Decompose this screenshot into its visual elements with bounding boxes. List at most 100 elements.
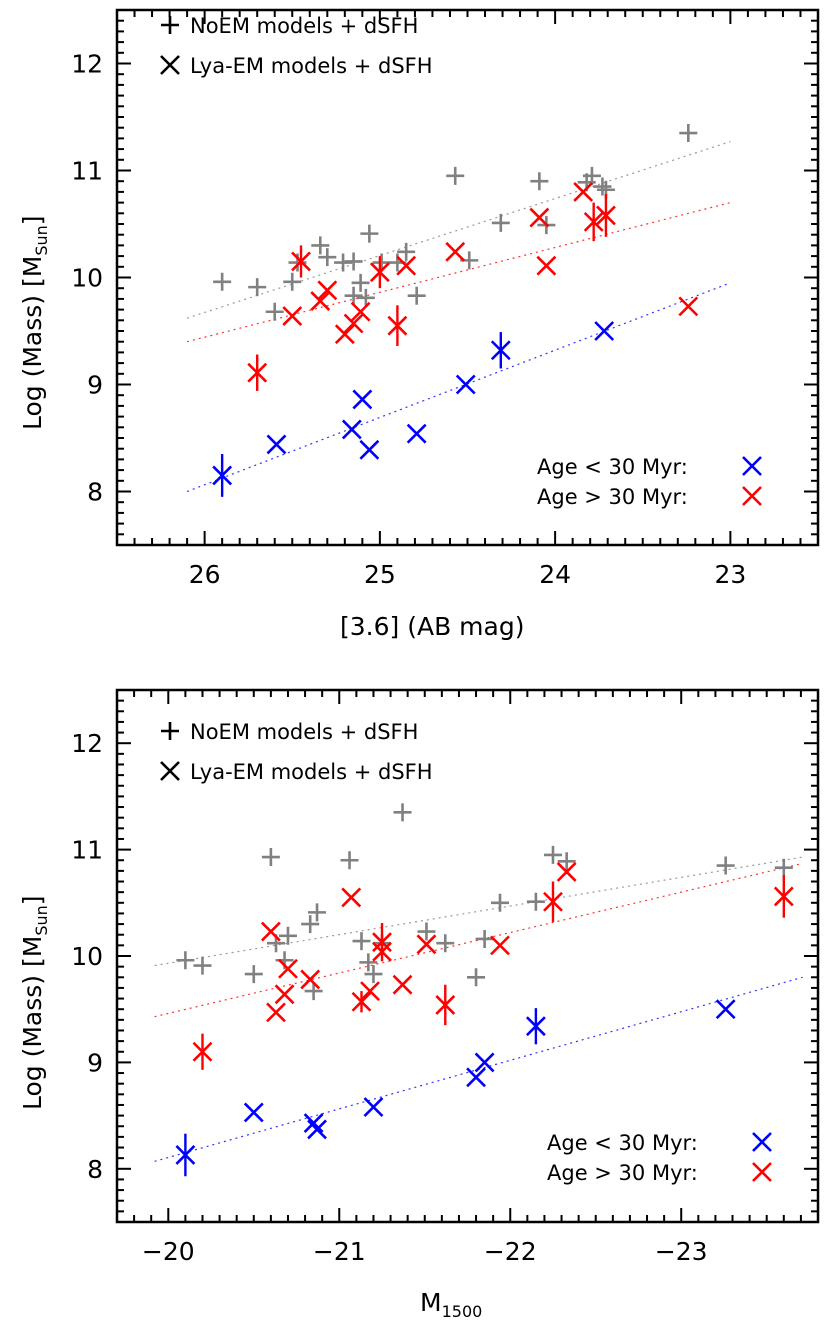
data-point [193, 956, 212, 975]
data-point [583, 211, 604, 232]
fit-line [186, 202, 731, 343]
data-point [260, 921, 281, 942]
x-tick-label: −21 [313, 1237, 366, 1266]
data-point [467, 968, 486, 987]
data-point [212, 465, 233, 486]
data-point [318, 248, 337, 267]
data-point [466, 1067, 486, 1088]
data-point [490, 340, 511, 361]
age-legend-label: Age > 30 Myr: [537, 485, 688, 509]
series-old [247, 181, 699, 391]
data-point [360, 224, 379, 243]
data-point [317, 280, 338, 301]
data-point [372, 932, 392, 953]
legend-cross-icon [160, 55, 180, 75]
data-point [393, 803, 412, 822]
series-young [175, 999, 736, 1177]
data-point [593, 177, 612, 196]
data-point [543, 891, 563, 912]
data-point [341, 419, 362, 440]
age-legend-cross-icon [742, 456, 762, 476]
data-point [773, 886, 794, 907]
data-point [372, 253, 391, 272]
data-point [341, 887, 362, 908]
data-point [525, 1016, 546, 1037]
data-point [435, 995, 456, 1015]
data-point [278, 926, 297, 945]
data-point [340, 851, 359, 870]
fit-line [154, 856, 803, 967]
data-point [392, 974, 413, 995]
data-point [176, 951, 195, 970]
data-point [175, 1145, 196, 1165]
y-tick-label: 9 [87, 371, 103, 400]
fit-line [186, 141, 731, 319]
bottom-ylabel-suffix: ] [18, 895, 47, 906]
plot-frame [115, 688, 820, 1224]
data-point [311, 236, 330, 255]
data-point [247, 362, 268, 383]
data-point [351, 991, 372, 1012]
data-point [436, 934, 455, 953]
age-legend-cross-icon [752, 1162, 772, 1182]
data-point [300, 969, 321, 990]
data-point [556, 862, 577, 882]
data-point [475, 929, 494, 948]
x-tick-label: −20 [142, 1237, 195, 1266]
data-point [310, 291, 331, 311]
data-point [557, 852, 576, 871]
data-point [526, 892, 545, 911]
data-point [445, 241, 466, 262]
data-point [530, 172, 549, 191]
y-tick-label: 11 [71, 157, 103, 186]
age-legend-label: Age < 30 Myr: [537, 455, 688, 479]
x-tick-label: 25 [364, 560, 396, 589]
fit-line [186, 282, 731, 493]
data-point [265, 302, 284, 321]
bottom-ylabel: Log (Mass) [MSun] [18, 895, 51, 1110]
data-point [679, 124, 698, 143]
age-legend-label: Age > 30 Myr: [547, 1161, 698, 1185]
data-point [416, 934, 437, 955]
data-point [417, 922, 436, 941]
series-young [212, 321, 615, 497]
data-point [278, 958, 298, 979]
top-ylabel-sub: Sun [32, 225, 51, 256]
data-point [356, 288, 375, 307]
y-tick-label: 11 [71, 836, 103, 865]
age-legend-label: Age < 30 Myr: [547, 1131, 698, 1155]
x-tick-label: 24 [539, 560, 571, 589]
bottom-xlabel-text: M [420, 1288, 442, 1317]
data-point [343, 313, 364, 334]
y-tick-label: 10 [71, 942, 103, 971]
legend-label: Lya-EM models + dSFH [190, 760, 433, 784]
data-point [715, 999, 736, 1020]
data-point [360, 981, 380, 1002]
legend-plus-icon [161, 16, 179, 34]
bottom-xlabel: M1500 [420, 1288, 482, 1321]
x-tick-label: −22 [484, 1237, 537, 1266]
data-point [304, 982, 323, 1001]
data-point [243, 1102, 264, 1123]
data-point [359, 439, 380, 460]
data-point [678, 296, 699, 317]
data-point [303, 1113, 324, 1133]
bottom-panel: −20 −21 −22 −23 8 9 10 11 12 NoEM models + dSFH Ly… [71, 688, 820, 1266]
data-point [596, 205, 616, 226]
legend-cross-icon [160, 761, 180, 781]
data-point [344, 286, 363, 305]
legend-plus-icon [161, 722, 179, 740]
data-point [397, 242, 416, 261]
data-point [446, 166, 465, 185]
data-point [455, 374, 476, 395]
y-tick-label: 8 [87, 1155, 103, 1184]
top-ylabel-text: Log (Mass) [M [18, 255, 47, 430]
bottom-xlabel-sub: 1500 [441, 1302, 483, 1321]
data-point [372, 941, 392, 962]
y-tick-label: 10 [71, 264, 103, 293]
data-point [307, 1119, 327, 1140]
data-point [291, 251, 311, 272]
x-tick-label: −23 [655, 1237, 708, 1266]
data-point [407, 286, 426, 305]
